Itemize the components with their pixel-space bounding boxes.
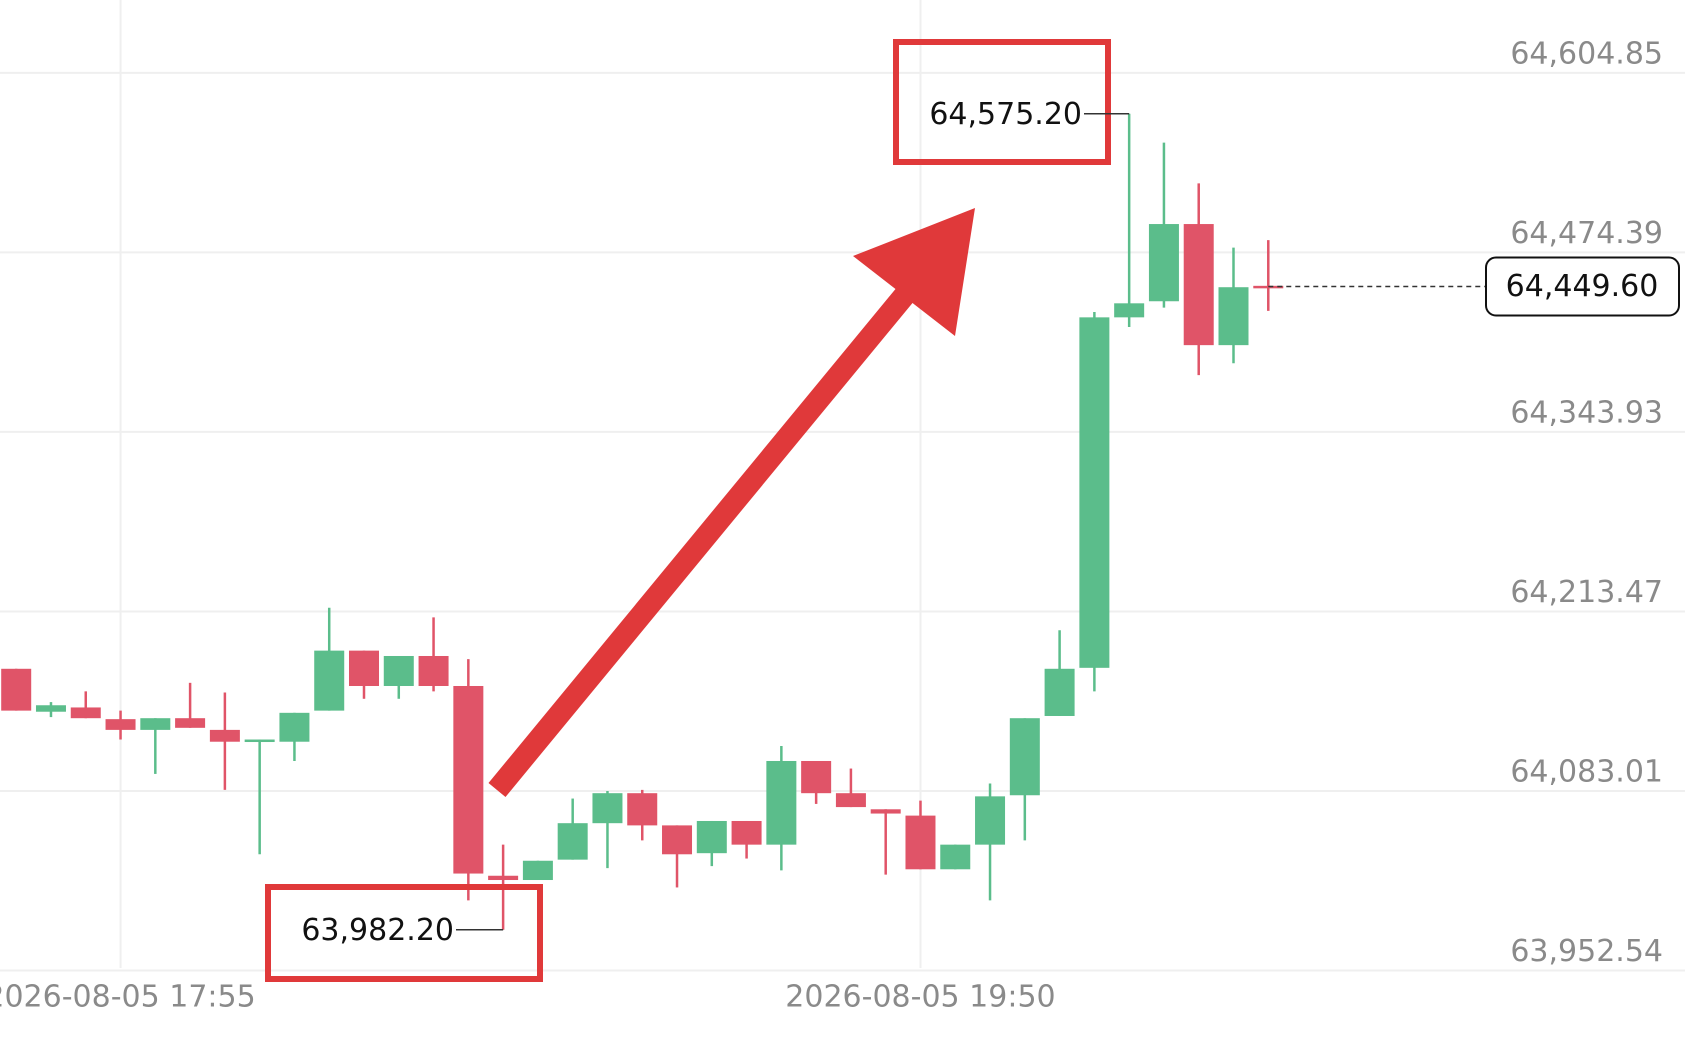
y-tick-label: 64,604.85 (1510, 36, 1663, 71)
candle-body (105, 719, 136, 730)
candle-body (314, 650, 345, 711)
y-tick-label: 64,343.93 (1510, 395, 1663, 430)
candle-body (279, 712, 310, 742)
last-price-label: 64,449.60 (1506, 269, 1659, 304)
low-highlight-box (265, 884, 543, 982)
candle-body (488, 875, 519, 881)
candle-body (244, 739, 275, 743)
candle-body (70, 707, 101, 719)
high-label: 64,575.20 (929, 97, 1082, 132)
y-tick-label: 64,213.47 (1510, 575, 1663, 610)
candle-body (835, 793, 866, 808)
candle-body (557, 823, 588, 860)
candle-body (801, 760, 832, 794)
candle-body (1183, 224, 1214, 346)
candle-body (1114, 303, 1145, 318)
candle-body (766, 760, 797, 845)
y-tick-label: 64,474.39 (1510, 216, 1663, 251)
candle-body (662, 825, 693, 855)
candle-body (696, 820, 727, 854)
candle-body (175, 718, 206, 728)
candle-body (627, 793, 658, 826)
x-tick-label: 2026-08-05 19:50 (785, 980, 1055, 1015)
candle-body (453, 685, 484, 874)
low-label: 63,982.20 (301, 913, 454, 948)
x-tick-label: 2026-08-05 17:55 (0, 980, 256, 1015)
candle-body (209, 729, 240, 742)
candle-body (1, 668, 32, 711)
candle-body (383, 655, 414, 686)
y-tick-label: 64,083.01 (1510, 754, 1663, 789)
candle-body (140, 718, 171, 730)
candle-body (731, 820, 762, 845)
candle-body (349, 650, 379, 686)
candle-body (1079, 317, 1110, 668)
candle-body (1148, 224, 1179, 302)
y-tick-label: 63,952.54 (1510, 934, 1663, 969)
candle-body (418, 655, 449, 686)
candle-body (522, 860, 553, 881)
candle-body (975, 796, 1006, 845)
high-highlight-box (893, 39, 1111, 165)
candle-body (905, 815, 936, 870)
candle-body (592, 793, 623, 824)
candle-body (1044, 668, 1075, 716)
candle-body (35, 705, 66, 712)
candle-body (1218, 287, 1249, 346)
candle-body (940, 844, 971, 870)
trend-arrow (488, 208, 975, 797)
annotations: 64,575.20 63,982.20 64,449.60 (301, 97, 1680, 948)
candles (1, 113, 1284, 930)
grid: 63,952.54 64,083.01 64,213.47 64,343.93 64,4… (0, 0, 1685, 1015)
candle-body (1009, 718, 1040, 796)
last-price-box (1485, 256, 1680, 317)
candle-body (870, 809, 901, 814)
